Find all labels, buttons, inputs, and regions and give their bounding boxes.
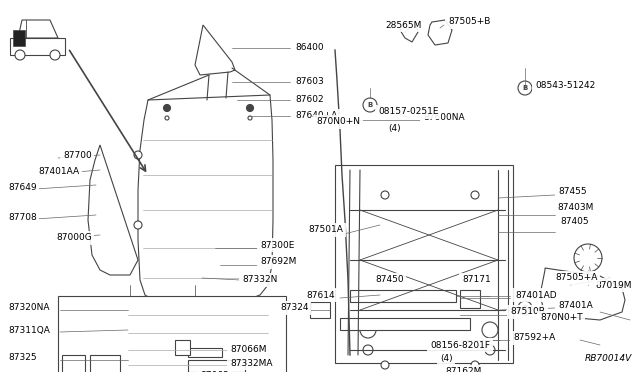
- Text: (4): (4): [440, 353, 452, 362]
- Polygon shape: [195, 25, 235, 75]
- Polygon shape: [340, 318, 470, 330]
- Circle shape: [485, 345, 495, 355]
- Text: 87300E: 87300E: [260, 241, 294, 250]
- Text: 87603: 87603: [295, 77, 324, 87]
- Text: 87332MA: 87332MA: [230, 359, 273, 368]
- Polygon shape: [540, 268, 625, 320]
- Polygon shape: [400, 22, 418, 42]
- Circle shape: [248, 116, 252, 120]
- Text: 87602: 87602: [295, 96, 324, 105]
- Circle shape: [518, 81, 532, 95]
- Text: 87401AD: 87401AD: [515, 291, 557, 299]
- Circle shape: [518, 301, 532, 315]
- Text: 87600NA: 87600NA: [423, 113, 465, 122]
- Text: B: B: [522, 305, 527, 311]
- Polygon shape: [10, 38, 65, 55]
- Text: 870N0+N: 870N0+N: [316, 118, 360, 126]
- Circle shape: [381, 191, 389, 199]
- Text: 08543-51242: 08543-51242: [535, 80, 595, 90]
- Text: 87501A: 87501A: [308, 225, 343, 234]
- Polygon shape: [188, 360, 245, 372]
- Circle shape: [134, 151, 142, 159]
- Text: 87325: 87325: [8, 353, 36, 362]
- Text: RB70014V: RB70014V: [585, 354, 632, 363]
- Text: 870N0+T: 870N0+T: [540, 314, 582, 323]
- Circle shape: [574, 244, 602, 272]
- Polygon shape: [188, 348, 222, 357]
- Text: 08156-8201F: 08156-8201F: [430, 340, 490, 350]
- Text: 87405: 87405: [560, 218, 589, 227]
- Polygon shape: [428, 20, 452, 45]
- Circle shape: [471, 191, 479, 199]
- Text: 87019M: 87019M: [595, 280, 632, 289]
- Circle shape: [363, 345, 373, 355]
- Text: 87403M: 87403M: [557, 203, 593, 212]
- Circle shape: [360, 322, 376, 338]
- Bar: [58, 296, 286, 372]
- Text: 87311QA: 87311QA: [8, 326, 50, 334]
- Text: 86400: 86400: [295, 42, 324, 51]
- Text: 08157-0251E: 08157-0251E: [378, 108, 438, 116]
- Text: B: B: [522, 85, 527, 91]
- Polygon shape: [350, 290, 456, 302]
- Text: (4): (4): [388, 124, 401, 132]
- Circle shape: [246, 105, 253, 112]
- Circle shape: [381, 361, 389, 369]
- Text: 28565M: 28565M: [385, 20, 421, 29]
- Text: 87640+A: 87640+A: [295, 112, 337, 121]
- Text: 87455: 87455: [558, 187, 587, 196]
- Text: 87171: 87171: [462, 276, 491, 285]
- Text: 87401A: 87401A: [558, 301, 593, 310]
- Circle shape: [363, 98, 377, 112]
- Text: 87700: 87700: [63, 151, 92, 160]
- Text: 87066M: 87066M: [230, 346, 266, 355]
- Polygon shape: [112, 298, 278, 372]
- Text: 87450: 87450: [375, 276, 404, 285]
- Text: 87320NA: 87320NA: [8, 302, 49, 311]
- Text: 87614: 87614: [306, 291, 335, 299]
- Text: 87332N: 87332N: [242, 276, 277, 285]
- Text: 87708: 87708: [8, 214, 36, 222]
- Circle shape: [482, 322, 498, 338]
- Text: 87162M: 87162M: [445, 368, 481, 372]
- Bar: [13, 30, 25, 46]
- Polygon shape: [62, 355, 85, 372]
- Polygon shape: [138, 95, 273, 298]
- Polygon shape: [88, 145, 138, 275]
- Bar: [335, 165, 513, 363]
- Polygon shape: [18, 20, 58, 38]
- Circle shape: [163, 105, 170, 112]
- Text: 87649: 87649: [8, 183, 36, 192]
- Text: 87324: 87324: [280, 304, 308, 312]
- Text: 87692M: 87692M: [260, 257, 296, 266]
- Polygon shape: [460, 290, 480, 308]
- Polygon shape: [90, 355, 120, 372]
- Text: 87000G: 87000G: [56, 234, 92, 243]
- Text: B: B: [367, 102, 372, 108]
- Circle shape: [471, 361, 479, 369]
- Text: 87592+A: 87592+A: [513, 334, 556, 343]
- Polygon shape: [175, 340, 190, 355]
- Circle shape: [50, 50, 60, 60]
- Text: 87063: 87063: [200, 371, 228, 372]
- Text: 87505+A: 87505+A: [555, 273, 597, 282]
- Text: 87510B: 87510B: [510, 308, 545, 317]
- Circle shape: [15, 50, 25, 60]
- Polygon shape: [310, 302, 330, 318]
- Circle shape: [165, 116, 169, 120]
- Text: 87505+B: 87505+B: [448, 17, 490, 26]
- Text: 87401AA: 87401AA: [38, 167, 79, 176]
- Circle shape: [134, 221, 142, 229]
